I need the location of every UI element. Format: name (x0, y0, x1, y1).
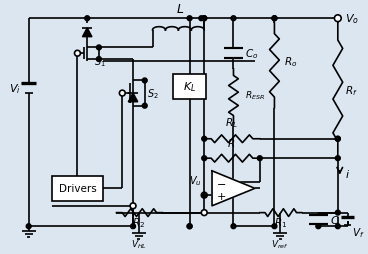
Circle shape (335, 156, 340, 161)
Circle shape (96, 46, 101, 51)
Circle shape (130, 203, 136, 209)
Circle shape (142, 104, 147, 109)
Text: $S_1$: $S_1$ (94, 55, 106, 69)
Bar (173, 74, 206, 100)
Text: $+$: $+$ (216, 190, 226, 201)
Circle shape (231, 17, 236, 22)
Circle shape (202, 137, 207, 142)
Text: $R_f$: $R_f$ (345, 84, 357, 98)
Circle shape (96, 57, 101, 62)
Circle shape (75, 51, 80, 57)
Circle shape (187, 17, 192, 22)
Text: $R_2$: $R_2$ (132, 216, 145, 229)
Circle shape (272, 17, 277, 22)
Circle shape (335, 17, 340, 22)
Text: $R_o$: $R_o$ (284, 55, 297, 69)
Text: $V_u$: $V_u$ (189, 174, 201, 188)
Circle shape (131, 224, 135, 229)
Text: $S_2$: $S_2$ (147, 87, 158, 101)
Text: $V_{HL}$: $V_{HL}$ (131, 238, 147, 250)
Circle shape (119, 91, 125, 97)
Text: $R_1$: $R_1$ (274, 216, 287, 229)
Circle shape (316, 224, 321, 229)
Text: Drivers: Drivers (59, 184, 96, 194)
Text: $i$: $i$ (345, 167, 350, 179)
Circle shape (272, 224, 277, 229)
Text: $R_L$: $R_L$ (225, 116, 238, 130)
Circle shape (231, 224, 236, 229)
Circle shape (187, 224, 192, 229)
Bar (52, 176, 103, 201)
Text: $C$: $C$ (330, 214, 340, 226)
Circle shape (202, 193, 207, 198)
Circle shape (335, 16, 341, 23)
Circle shape (199, 17, 204, 22)
Circle shape (26, 224, 31, 229)
Text: $V_o$: $V_o$ (345, 12, 359, 26)
Polygon shape (82, 29, 92, 38)
Circle shape (202, 156, 207, 161)
Text: $K_L$: $K_L$ (183, 80, 196, 94)
Text: $C_o$: $C_o$ (245, 47, 259, 61)
Text: $R$: $R$ (227, 137, 236, 149)
Circle shape (335, 210, 340, 215)
Circle shape (202, 17, 207, 22)
Circle shape (257, 156, 262, 161)
Circle shape (142, 79, 147, 84)
Circle shape (85, 17, 90, 22)
Circle shape (272, 17, 277, 22)
Text: $-$: $-$ (216, 177, 226, 187)
Circle shape (187, 224, 192, 229)
Text: $L$: $L$ (176, 3, 184, 16)
Circle shape (202, 17, 207, 22)
Circle shape (201, 210, 207, 216)
Text: $V_{ref}$: $V_{ref}$ (272, 238, 289, 250)
Polygon shape (128, 94, 138, 102)
Circle shape (335, 137, 340, 142)
Text: $R_{ESR}$: $R_{ESR}$ (245, 89, 265, 102)
Circle shape (201, 193, 207, 198)
Text: $V_f$: $V_f$ (353, 225, 365, 239)
Text: $V_i$: $V_i$ (9, 82, 21, 96)
Circle shape (335, 224, 340, 229)
Polygon shape (212, 171, 255, 206)
Circle shape (335, 137, 340, 142)
